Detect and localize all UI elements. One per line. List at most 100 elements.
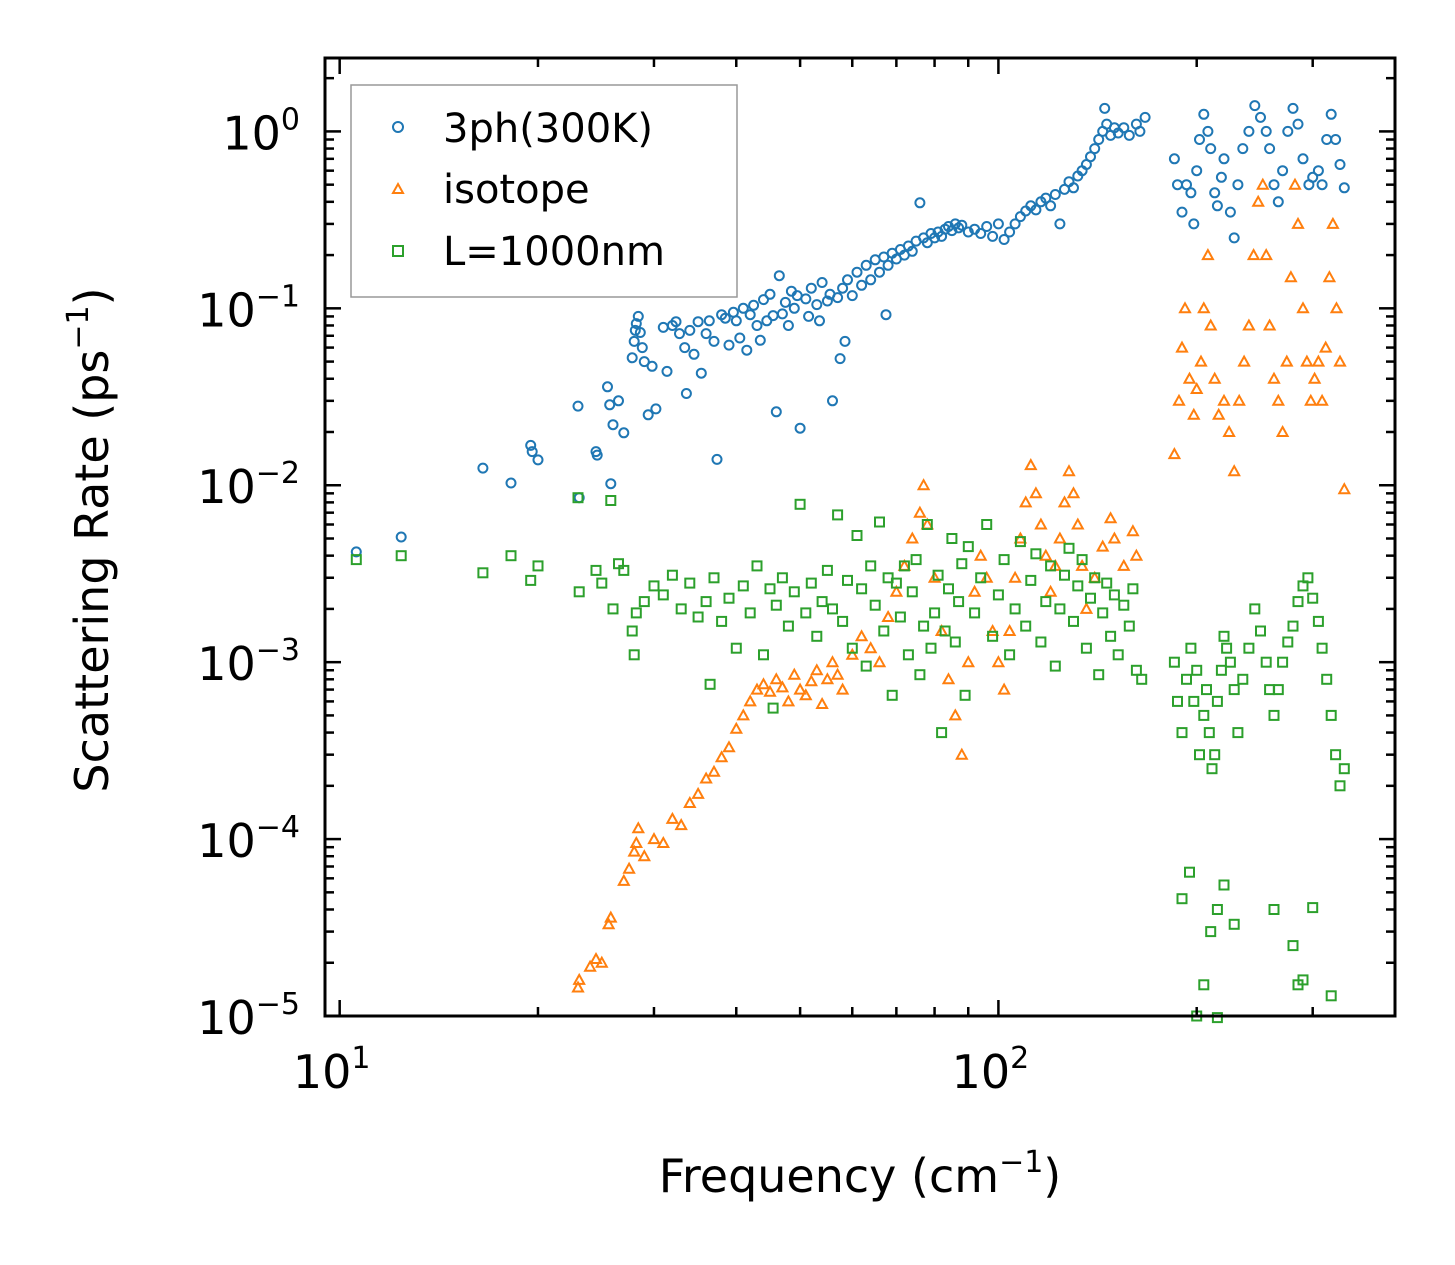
legend-box (350, 84, 738, 298)
point-3ph(300K)-55 (758, 294, 769, 306)
point-isotope-59 (967, 584, 982, 597)
point-isotope-43 (854, 629, 869, 642)
point-3ph(300K)-88 (874, 266, 885, 278)
point-3ph(300K)-127 (1045, 200, 1057, 212)
point-3ph(300K)-70 (805, 282, 817, 294)
point-isotope-110 (1256, 177, 1270, 190)
point-isotope-18 (691, 786, 705, 799)
point-3ph(300K)-18 (628, 335, 640, 347)
point-3ph(300K)-101 (921, 237, 933, 249)
y-tick-label-exponent: −2 (256, 456, 300, 491)
data-points-layer (350, 100, 1351, 1024)
y-tick-label-base: 10 (197, 991, 256, 1045)
point-3ph(300K)-13 (605, 478, 617, 490)
legend-marker-3ph (392, 121, 404, 133)
point-3ph(300K)-164 (1218, 153, 1230, 165)
point-3ph(300K)-85 (860, 259, 872, 271)
point-isotope-49 (905, 531, 919, 544)
point-L=1000nm-165 (1218, 879, 1230, 891)
point-isotope-84 (1103, 511, 1118, 524)
point-isotope-45 (872, 655, 887, 668)
point-3ph(300K)-136 (1085, 151, 1096, 163)
point-3ph(300K)-83 (851, 266, 863, 278)
point-3ph(300K)-38 (695, 367, 707, 379)
point-L=1000nm-117 (1168, 656, 1180, 668)
point-3ph(300K)-56 (761, 315, 773, 327)
point-isotope-122 (1304, 393, 1318, 406)
point-isotope-8 (622, 861, 636, 874)
point-3ph(300K)-117 (992, 218, 1004, 230)
point-L=1000nm-110 (1108, 589, 1120, 601)
y-tick-label-1: 10−1 (197, 279, 300, 337)
point-isotope-64 (997, 682, 1011, 695)
point-3ph(300K)-112 (962, 226, 974, 238)
point-isotope-69 (1024, 458, 1038, 471)
point-3ph(300K)-115 (981, 221, 993, 232)
point-L=1000nm-88 (1009, 603, 1021, 615)
point-isotope-97 (1197, 301, 1211, 314)
point-3ph(300K)-42 (711, 453, 723, 465)
point-L=1000nm-25 (704, 678, 716, 690)
point-3ph(300K)-62 (779, 296, 791, 308)
point-L=1000nm-51 (851, 530, 863, 541)
point-3ph(300K)-119 (1004, 226, 1016, 238)
point-L=1000nm-128 (1206, 763, 1218, 775)
point-isotope-98 (1201, 248, 1215, 261)
point-3ph(300K)-114 (975, 228, 987, 239)
point-3ph(300K)-166 (1228, 232, 1240, 244)
point-isotope-30 (775, 680, 790, 693)
point-L=1000nm-155 (1325, 709, 1337, 721)
series-3ph(300K) (350, 100, 1350, 558)
point-3ph(300K)-148 (1134, 125, 1146, 137)
point-3ph(300K)-2 (477, 462, 489, 474)
point-3ph(300K)-28 (657, 321, 669, 333)
point-L=1000nm-122 (1188, 695, 1200, 707)
point-isotope-101 (1212, 407, 1226, 420)
point-L=1000nm-68 (921, 519, 933, 530)
point-isotope-118 (1288, 177, 1302, 190)
point-3ph(300K)-140 (1099, 102, 1111, 114)
point-L=1000nm-102 (1076, 554, 1088, 566)
point-isotope-25 (743, 694, 757, 707)
point-3ph(300K)-91 (882, 259, 894, 271)
point-L=1000nm-54 (865, 560, 877, 572)
point-3ph(300K)-99 (914, 197, 926, 209)
point-L=1000nm-6 (572, 492, 584, 504)
point-isotope-56 (948, 708, 962, 721)
point-L=1000nm-81 (969, 607, 981, 619)
point-3ph(300K)-59 (770, 406, 782, 418)
point-3ph(300K)-20 (630, 318, 642, 330)
point-L=1000nm-46 (827, 603, 838, 615)
point-L=1000nm-35 (767, 702, 779, 714)
legend-label-3ph: 3ph(300K) (443, 106, 653, 152)
point-L=1000nm-77 (953, 596, 965, 608)
point-L=1000nm-78 (956, 558, 968, 570)
x-tick-label-1: 102 (952, 1041, 1030, 1099)
y-axis-label-end: ) (65, 287, 119, 305)
point-L=1000nm-139 (1249, 603, 1261, 615)
point-isotope-50 (913, 505, 927, 518)
point-3ph(300K)-52 (748, 299, 760, 311)
point-3ph(300K)-178 (1287, 102, 1299, 114)
point-isotope-46 (881, 609, 895, 622)
point-isotope-102 (1217, 393, 1231, 406)
point-3ph(300K)-149 (1139, 111, 1151, 123)
point-isotope-109 (1251, 194, 1265, 207)
point-L=1000nm-103 (1080, 642, 1092, 654)
point-3ph(300K)-121 (1014, 211, 1026, 223)
point-isotope-114 (1271, 393, 1285, 406)
point-3ph(300K)-32 (674, 328, 685, 340)
y-tick-label-exponent: −4 (256, 810, 300, 845)
point-L=1000nm-26 (708, 572, 720, 584)
point-3ph(300K)-61 (776, 308, 788, 320)
point-isotope-7 (617, 873, 631, 886)
point-isotope-22 (722, 740, 736, 753)
point-L=1000nm-49 (842, 574, 853, 586)
point-isotope-95 (1190, 381, 1204, 394)
point-L=1000nm-121 (1185, 642, 1197, 654)
point-L=1000nm-73 (939, 625, 951, 637)
point-L=1000nm-91 (1025, 574, 1037, 586)
point-L=1000nm-3 (505, 550, 517, 562)
point-L=1000nm-56 (874, 516, 885, 528)
point-3ph(300K)-81 (842, 274, 853, 286)
